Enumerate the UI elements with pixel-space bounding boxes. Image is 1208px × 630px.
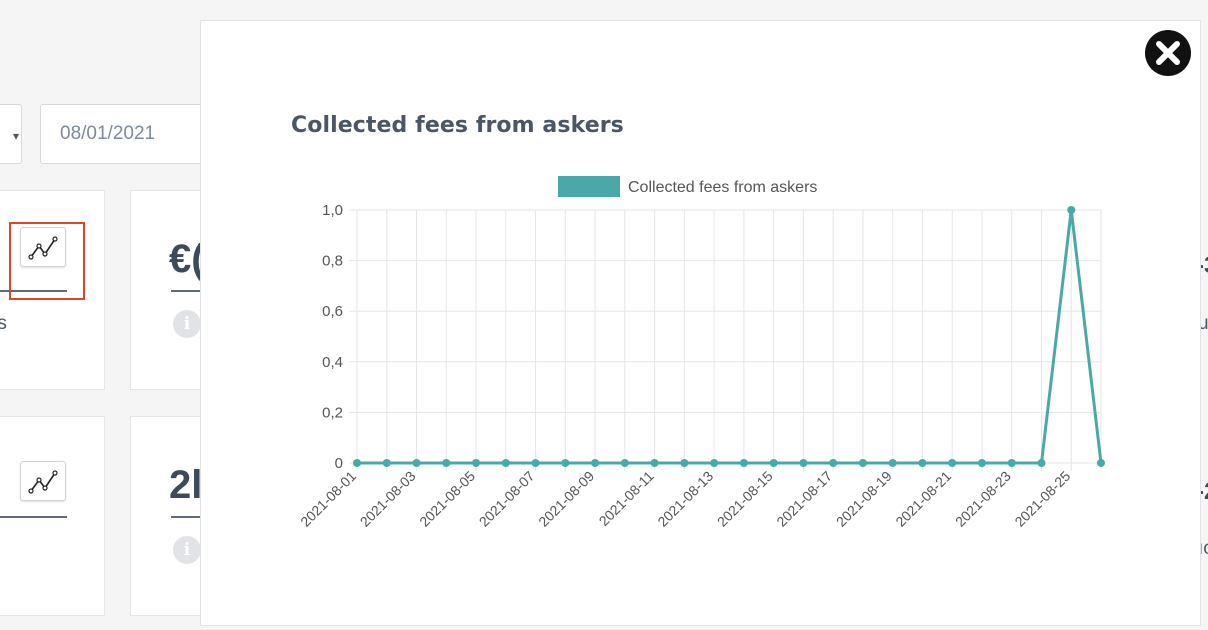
data-point[interactable] [710,459,719,467]
x-tick-label: 2021-08-11 [596,468,657,529]
x-tick-label: 2021-08-23 [952,468,1014,530]
data-point[interactable] [353,459,361,467]
y-tick-label: 1,0 [322,202,343,219]
data-point[interactable] [382,459,391,467]
card-divider [0,516,67,518]
info-icon[interactable]: i [173,536,201,564]
data-point[interactable] [799,459,808,467]
line-chart: 00,20,40,60,81,0 2021-08-012021-08-03202… [297,176,1105,530]
data-point[interactable] [650,459,659,467]
data-point[interactable] [769,459,778,467]
y-tick-label: 0,8 [322,253,343,270]
data-point[interactable] [412,459,421,467]
right-fragment: ıc [1198,538,1208,560]
data-point[interactable] [1007,459,1016,467]
y-tick-label: 0 [335,455,343,472]
line-chart-icon [28,236,58,260]
x-tick-label: 2021-08-13 [654,468,716,530]
x-tick-label: 2021-08-19 [833,468,895,530]
data-point[interactable] [1037,459,1046,467]
card-value: 2l [169,463,203,507]
series-line [357,209,1103,465]
data-point[interactable] [1067,206,1076,214]
modal-title: Collected fees from askers [291,113,624,138]
data-point[interactable] [888,459,897,467]
chart-modal: Collected fees from askers 0 0,2 0,4 0,6 0,8… [200,20,1201,626]
y-tick-label: 0,4 [322,354,343,371]
data-point[interactable] [739,459,748,467]
data-point[interactable] [858,459,867,467]
right-fragment: u [1198,313,1208,334]
data-point[interactable] [680,459,689,467]
data-point[interactable] [948,459,957,467]
x-tick-label: 2021-08-15 [714,468,776,530]
chart-toggle-button[interactable] [20,461,66,501]
x-tick-label: 2021-08-21 [892,468,954,530]
data-point[interactable] [591,459,600,467]
data-point[interactable] [442,459,451,467]
data-point[interactable] [620,459,629,467]
data-point[interactable] [531,459,540,467]
close-button[interactable] [1145,30,1191,76]
x-tick-label: 2021-08-17 [773,468,835,530]
card-divider [0,290,67,292]
close-icon [1156,41,1180,65]
legend-swatch [558,176,620,197]
x-tick-label: 2021-08-25 [1011,468,1073,530]
selected-chart-highlight [9,222,85,300]
chart-toggle-button[interactable] [20,227,66,267]
stat-card-3 [0,416,105,616]
card-value: €( [169,237,205,281]
x-tick-label: 2021-08-07 [476,468,538,530]
y-tick-label: 0,2 [322,404,343,421]
card-label: rs [0,313,7,334]
info-icon[interactable]: i [173,310,201,338]
data-point[interactable] [561,459,570,467]
data-point[interactable] [918,459,927,467]
data-point[interactable] [977,459,986,467]
x-tick-label: 2021-08-03 [357,468,419,530]
x-tick-label: 2021-08-09 [535,468,597,530]
legend-label[interactable]: Collected fees from askers [628,179,817,196]
y-tick-label: 0,6 [322,303,343,320]
data-point[interactable] [501,459,510,467]
data-point[interactable] [472,459,481,467]
data-point[interactable] [1097,459,1105,467]
x-tick-label: 2021-08-05 [416,468,478,530]
period-select[interactable]: ▾ [0,104,22,164]
data-point[interactable] [829,459,838,467]
x-tick-label: 2021-08-01 [297,468,359,530]
line-chart-icon [28,470,58,494]
chevron-down-icon: ▾ [12,129,19,143]
